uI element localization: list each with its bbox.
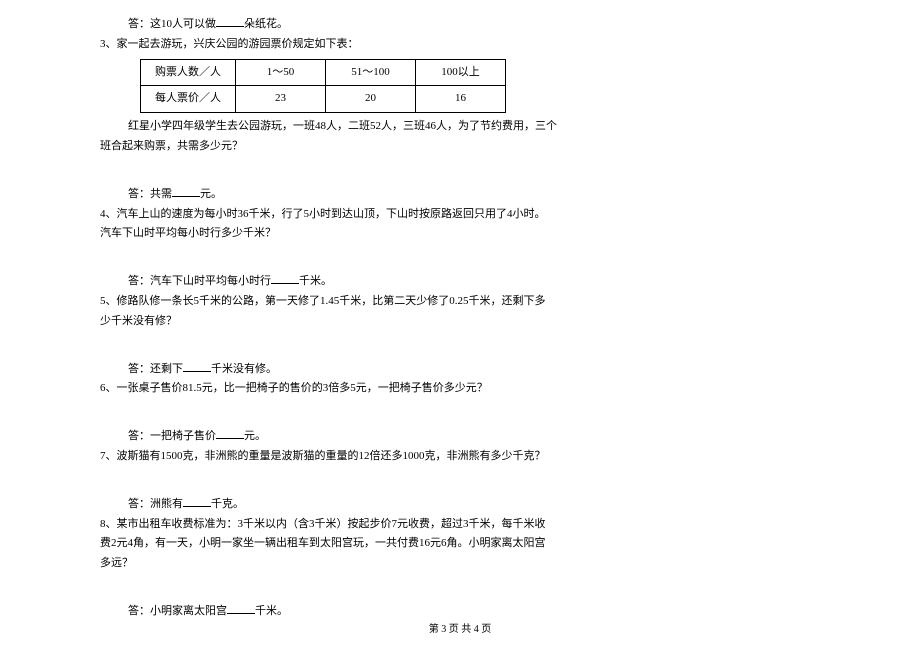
spacer xyxy=(100,467,820,495)
answer7-suffix: 千克。 xyxy=(211,498,244,510)
question-7: 7、波斯猫有1500克，非洲熊的重量是波斯猫的重量的12倍还多1000克，非洲熊… xyxy=(100,447,820,467)
question-8-line1: 8、某市出租车收费标准为：3千米以内（含3千米）按起步价7元收费，超过3千米，每… xyxy=(100,515,820,535)
question-4-line1: 4、汽车上山的速度为每小时36千米，行了5小时到达山顶，下山时按原路返回只用了4… xyxy=(100,205,820,225)
question-5-line2: 少千米没有修？ xyxy=(100,312,820,332)
answer3-suffix: 元。 xyxy=(200,188,222,200)
answer8-suffix: 千米。 xyxy=(255,605,288,617)
blank xyxy=(183,496,211,507)
table-header-cell: 购票人数／人 xyxy=(141,59,236,86)
question-3: 3、家一起去游玩，兴庆公园的游园票价规定如下表： xyxy=(100,35,820,55)
spacer xyxy=(100,157,820,185)
question-3-body1: 红星小学四年级学生去公园游玩，一班48人，二班52人，三班46人，为了节约费用，… xyxy=(100,117,820,137)
answer-line-7: 答：洲熊有 千克。 xyxy=(100,495,820,515)
answer-line-3: 答：共需 元。 xyxy=(100,185,820,205)
spacer xyxy=(100,244,820,272)
answer2-suffix: 朵纸花。 xyxy=(244,18,288,30)
table-cell: 每人票价／人 xyxy=(141,86,236,113)
table-cell: 23 xyxy=(236,86,326,113)
page-footer: 第 3 页 共 4 页 xyxy=(0,620,920,635)
table-header-cell: 1～50 xyxy=(236,59,326,86)
answer3-prefix: 答：共需 xyxy=(128,188,172,200)
answer-line-8: 答：小明家离太阳宫 千米。 xyxy=(100,602,820,622)
answer7-prefix: 答：洲熊有 xyxy=(128,498,183,510)
table-header-row: 购票人数／人 1～50 51～100 100以上 xyxy=(141,59,506,86)
question-4-line2: 汽车下山时平均每小时行多少千米？ xyxy=(100,224,820,244)
spacer xyxy=(100,574,820,602)
blank xyxy=(216,428,244,439)
answer5-suffix: 千米没有修。 xyxy=(211,363,277,375)
question-8-line3: 多远？ xyxy=(100,554,820,574)
blank xyxy=(172,186,200,197)
answer5-prefix: 答：还剩下 xyxy=(128,363,183,375)
answer8-prefix: 答：小明家离太阳宫 xyxy=(128,605,227,617)
question-6: 6、一张桌子售价81.5元，比一把椅子的售价的3倍多5元，一把椅子售价多少元？ xyxy=(100,379,820,399)
answer6-suffix: 元。 xyxy=(244,430,266,442)
answer6-prefix: 答：一把椅子售价 xyxy=(128,430,216,442)
blank xyxy=(227,603,255,614)
table-data-row: 每人票价／人 23 20 16 xyxy=(141,86,506,113)
table-header-cell: 100以上 xyxy=(416,59,506,86)
answer-line-4: 答：汽车下山时平均每小时行 千米。 xyxy=(100,272,820,292)
answer-line-6: 答：一把椅子售价 元。 xyxy=(100,427,820,447)
answer4-suffix: 千米。 xyxy=(299,275,332,287)
question-8-line2: 费2元4角，有一天，小明一家坐一辆出租车到太阳宫玩，一共付费16元6角。小明家离… xyxy=(100,534,820,554)
answer4-prefix: 答：汽车下山时平均每小时行 xyxy=(128,275,271,287)
question-5-line1: 5、修路队修一条长5千米的公路，第一天修了1.45千米，比第二天少修了0.25千… xyxy=(100,292,820,312)
spacer xyxy=(100,399,820,427)
price-table: 购票人数／人 1～50 51～100 100以上 每人票价／人 23 20 16 xyxy=(140,59,506,114)
table-cell: 16 xyxy=(416,86,506,113)
table-cell: 20 xyxy=(326,86,416,113)
answer-line-2: 答：这10人可以做 朵纸花。 xyxy=(100,15,820,35)
question-3-body2: 班合起来购票，共需多少元？ xyxy=(100,137,820,157)
table-header-cell: 51～100 xyxy=(326,59,416,86)
answer2-prefix: 答：这10人可以做 xyxy=(128,18,216,30)
blank xyxy=(216,16,244,27)
spacer xyxy=(100,332,820,360)
blank xyxy=(271,273,299,284)
answer-line-5: 答：还剩下 千米没有修。 xyxy=(100,360,820,380)
blank xyxy=(183,361,211,372)
document-content: 答：这10人可以做 朵纸花。 3、家一起去游玩，兴庆公园的游园票价规定如下表： 购… xyxy=(100,15,820,622)
